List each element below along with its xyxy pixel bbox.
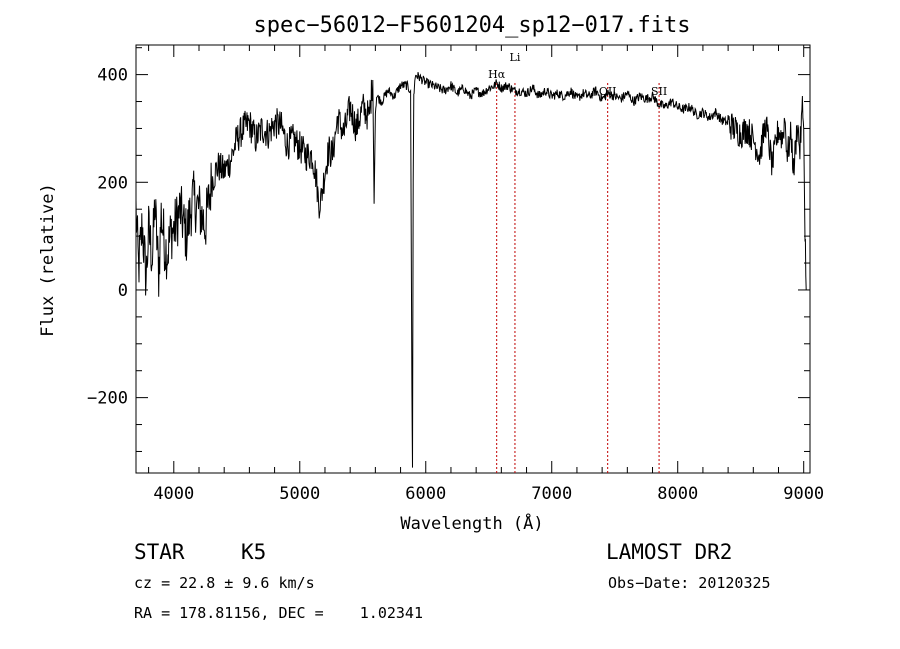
y-tick-label: −200 bbox=[87, 389, 128, 409]
y-axis-label: Flux (relative) bbox=[38, 183, 58, 337]
redshift-cz: cz = 22.8 ± 9.6 km/s bbox=[134, 574, 315, 592]
plot-frame bbox=[135, 44, 811, 474]
axis-ticks bbox=[136, 45, 810, 473]
sky-coordinates: RA = 178.81156, DEC = 1.02341 bbox=[134, 604, 423, 622]
y-tick-label: 0 bbox=[118, 281, 128, 301]
x-tick-label: 4000 bbox=[153, 484, 194, 504]
spectral-line-label: SII bbox=[651, 85, 667, 98]
survey-name: LAMOST DR2 bbox=[606, 540, 733, 564]
object-subclass: K5 bbox=[241, 540, 267, 564]
x-tick-label: 6000 bbox=[405, 484, 446, 504]
spectral-line-label: Li bbox=[510, 51, 521, 64]
spectral-line-label: Hα bbox=[488, 68, 506, 81]
x-tick-label: 9000 bbox=[783, 484, 824, 504]
chart-title: spec−56012−F5601204_sp12−017.fits bbox=[253, 13, 690, 38]
y-tick-labels: 400 200 0 −200 bbox=[87, 66, 128, 409]
x-tick-labels: 4000 5000 6000 7000 8000 9000 bbox=[153, 484, 824, 504]
x-axis-label: Wavelength (Å) bbox=[400, 512, 543, 534]
observation-date: Obs−Date: 20120325 bbox=[608, 574, 771, 592]
x-tick-label: 8000 bbox=[657, 484, 698, 504]
object-class: STAR bbox=[134, 540, 185, 564]
spectrum-line bbox=[135, 71, 807, 468]
x-tick-label: 7000 bbox=[531, 484, 572, 504]
y-tick-label: 200 bbox=[97, 173, 128, 193]
y-tick-label: 400 bbox=[97, 66, 128, 86]
x-tick-label: 5000 bbox=[279, 484, 320, 504]
